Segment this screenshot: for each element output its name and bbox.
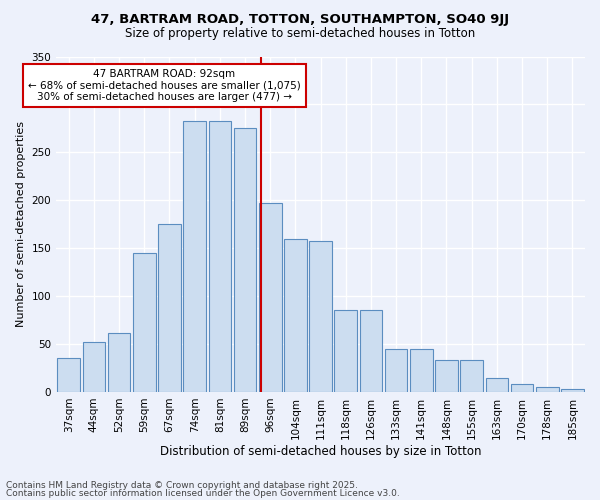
Bar	[133, 253, 155, 392]
Bar	[410, 349, 433, 392]
Bar	[209, 120, 231, 392]
Bar	[511, 384, 533, 392]
Bar	[259, 203, 281, 392]
Text: Contains public sector information licensed under the Open Government Licence v3: Contains public sector information licen…	[6, 488, 400, 498]
Text: Size of property relative to semi-detached houses in Totton: Size of property relative to semi-detach…	[125, 28, 475, 40]
Bar	[334, 310, 357, 392]
Bar	[359, 310, 382, 392]
Bar	[284, 238, 307, 392]
Text: 47, BARTRAM ROAD, TOTTON, SOUTHAMPTON, SO40 9JJ: 47, BARTRAM ROAD, TOTTON, SOUTHAMPTON, S…	[91, 12, 509, 26]
Bar	[108, 332, 130, 392]
Bar	[460, 360, 483, 392]
X-axis label: Distribution of semi-detached houses by size in Totton: Distribution of semi-detached houses by …	[160, 444, 481, 458]
Bar	[385, 349, 407, 392]
Text: 47 BARTRAM ROAD: 92sqm
← 68% of semi-detached houses are smaller (1,075)
30% of : 47 BARTRAM ROAD: 92sqm ← 68% of semi-det…	[28, 69, 301, 102]
Bar	[435, 360, 458, 392]
Bar	[233, 128, 256, 392]
Bar	[83, 342, 105, 392]
Y-axis label: Number of semi-detached properties: Number of semi-detached properties	[16, 121, 26, 327]
Bar	[561, 389, 584, 392]
Text: Contains HM Land Registry data © Crown copyright and database right 2025.: Contains HM Land Registry data © Crown c…	[6, 481, 358, 490]
Bar	[158, 224, 181, 392]
Bar	[309, 242, 332, 392]
Bar	[184, 120, 206, 392]
Bar	[485, 378, 508, 392]
Bar	[536, 387, 559, 392]
Bar	[58, 358, 80, 392]
